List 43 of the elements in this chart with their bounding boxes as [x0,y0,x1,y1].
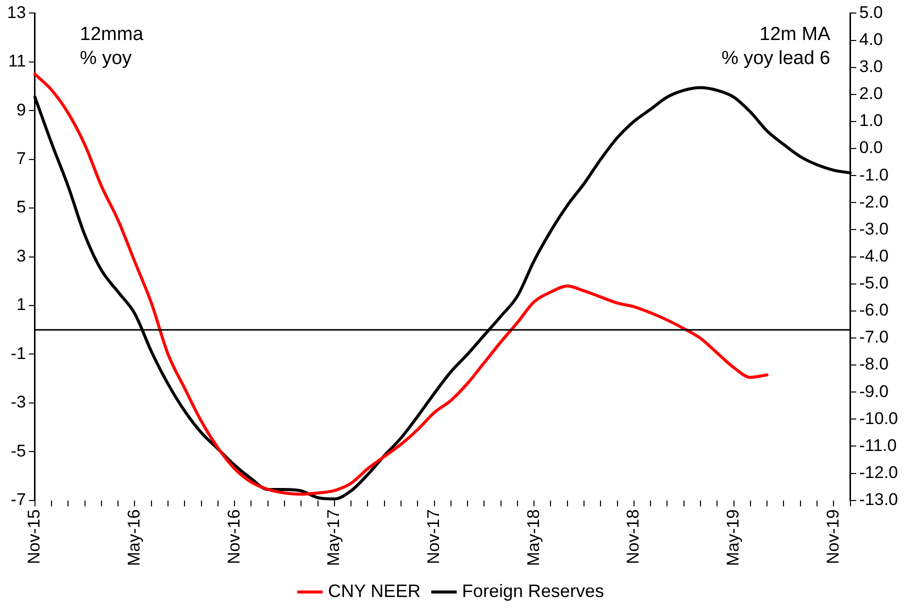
y2-tick-label: 4.0 [859,30,883,49]
y2-tick-label: 5.0 [859,2,883,22]
x-tick-label: Nov-18 [624,509,643,564]
x-tick-label: May-18 [524,509,543,566]
y2-tick-label: -6.0 [859,300,889,320]
y-tick-label: 3 [16,246,26,266]
legend-label: Foreign Reserves [462,580,604,601]
x-tick-label: May-19 [723,509,742,566]
annotation: 12mma % yoy [80,24,144,69]
x-tick-label: Nov-19 [823,509,842,564]
y2-tick-label: 1.0 [859,111,883,130]
y2-tick-label: -13.0 [859,490,898,509]
y-tick-label: -3 [10,392,26,412]
y-tick-label: 13 [6,2,26,22]
y2-tick-label: -5.0 [859,274,889,293]
y2-tick-label: -9.0 [859,382,889,401]
y2-tick-label: -12.0 [859,462,898,482]
y2-tick-label: -1.0 [859,165,889,184]
y-tick-label: 5 [16,198,26,217]
y-tick-label: -7 [10,490,26,509]
y-tick-label: -1 [10,344,26,363]
y-tick-label: 9 [16,100,26,120]
x-tick-label: Nov-17 [424,509,443,564]
legend-label: CNY NEER [328,580,421,601]
x-tick-label: May-17 [324,509,344,566]
y2-tick-label: 0.0 [859,138,883,158]
y2-tick-label: 3.0 [859,57,883,76]
y2-tick-label: -4.0 [859,246,889,266]
y-tick-label: 11 [8,52,26,71]
x-tick-label: May-16 [124,509,144,566]
y-tick-label: -5 [10,441,26,460]
y2-tick-label: -11.0 [859,436,897,455]
y2-tick-label: -8.0 [859,354,889,374]
y2-tick-label: -2.0 [859,192,889,212]
y-tick-label: 1 [16,295,26,314]
x-tick-label: Nov-16 [224,509,244,564]
x-tick-label: Nov-15 [24,509,44,564]
y-tick-label: 7 [16,149,26,168]
annotation: 12m MA % yoy lead 6 [721,24,831,69]
y2-tick-label: 2.0 [859,84,883,104]
y2-tick-label: -3.0 [859,219,889,238]
y2-tick-label: -7.0 [859,328,889,347]
y2-tick-label: -10.0 [859,408,898,428]
